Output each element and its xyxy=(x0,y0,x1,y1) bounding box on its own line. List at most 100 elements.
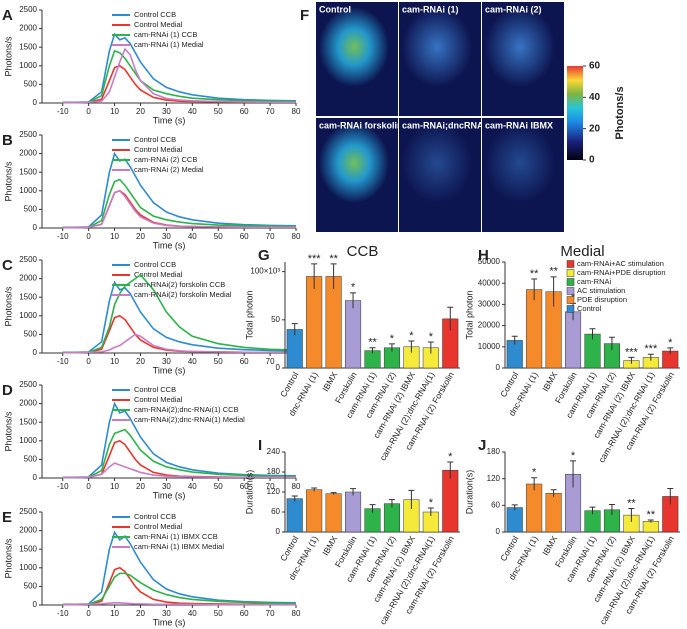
panel-label: G xyxy=(258,247,270,264)
legend-label: Control CCB xyxy=(134,135,176,144)
y-tick-label: 500 xyxy=(24,455,38,464)
legend-label: cam-RNAi(2) forskolin Medial xyxy=(134,290,232,299)
x-tick-label: 70 xyxy=(266,482,275,491)
error-bar xyxy=(667,347,674,355)
y-tick-label: 0 xyxy=(33,223,38,232)
error-bar xyxy=(427,341,434,354)
x-tick-label: IBMX xyxy=(540,534,559,557)
legend-label: PDE disruption xyxy=(577,295,627,304)
x-tick-label: 50 xyxy=(214,107,223,116)
data-line xyxy=(62,32,297,104)
y-tick-label: 2500 xyxy=(19,5,37,14)
data-line xyxy=(62,401,297,479)
y-tick-label: 2000 xyxy=(19,526,37,535)
significance: * xyxy=(351,282,356,294)
x-tick-label: 40 xyxy=(188,357,197,366)
data-line xyxy=(62,314,296,354)
image-label: cam-RNAi forskolin xyxy=(319,120,403,130)
y-axis-label: Photons/s xyxy=(3,36,13,77)
error-bar xyxy=(550,489,557,497)
x-tick-label: 50 xyxy=(214,232,223,241)
error-bar xyxy=(667,487,674,505)
error-bar xyxy=(388,343,395,352)
y-tick-label: 30000 xyxy=(478,300,501,309)
data-line xyxy=(62,151,297,229)
x-tick-label: 50 xyxy=(214,357,223,366)
image-signal xyxy=(402,123,472,203)
error-bar xyxy=(628,356,635,364)
y-tick-label: 0 xyxy=(496,363,501,372)
x-tick-label: 60 xyxy=(240,609,249,618)
y-tick-label: 2000 xyxy=(19,399,37,408)
error-bar xyxy=(589,328,596,340)
y-tick-label: 60 xyxy=(491,500,500,509)
data-line xyxy=(62,428,297,479)
significance: * xyxy=(429,497,434,509)
error-bar xyxy=(647,519,654,523)
legend-label: Control Medial xyxy=(134,20,183,29)
error-bar xyxy=(427,507,434,516)
error-bar xyxy=(511,335,518,345)
legend-swatch xyxy=(566,305,575,313)
legend-label: cam-RNAi (1) CCB xyxy=(134,30,197,39)
x-tick-label: -10 xyxy=(57,357,69,366)
error-bar xyxy=(647,353,654,361)
x-tick-label: -10 xyxy=(57,232,69,241)
error-bar xyxy=(311,487,318,492)
y-tick-label: 50 xyxy=(271,315,280,324)
x-axis-label: Time (s) xyxy=(153,115,186,125)
error-bar xyxy=(408,340,415,353)
legend-label: Control CCB xyxy=(134,385,176,394)
bar xyxy=(345,300,362,369)
error-bar xyxy=(291,495,298,502)
bar xyxy=(325,493,342,533)
panel-label: H xyxy=(478,247,489,264)
image-label: Control xyxy=(319,4,351,14)
colorbar-tick-label: 20 xyxy=(589,123,601,134)
bar xyxy=(545,493,562,533)
y-tick-label: 0 xyxy=(33,600,38,609)
x-tick-label: 60 xyxy=(240,107,249,116)
x-tick-label: 40 xyxy=(188,609,197,618)
bar xyxy=(345,491,362,533)
image-signal xyxy=(319,7,389,87)
panel-label: A xyxy=(2,7,13,24)
x-tick-label: 10 xyxy=(110,232,119,241)
error-bar xyxy=(369,504,376,513)
legend-label: Control CCB xyxy=(134,10,176,19)
legend-label: Control Medial xyxy=(134,145,183,154)
legend-label: cam-RNAi(2);dnc-RNAi(1) CCB xyxy=(134,405,239,414)
chart-title: Medial xyxy=(560,243,604,260)
y-tick-label: 500 xyxy=(24,205,38,214)
y-axis-label: Duration(s) xyxy=(464,470,474,515)
error-bar xyxy=(531,278,538,301)
colorbar-tick-label: 60 xyxy=(589,61,601,72)
legend-label: Control xyxy=(577,304,602,313)
significance: * xyxy=(429,331,434,343)
error-bar xyxy=(350,292,357,309)
y-axis-label: Photons/s xyxy=(3,411,13,452)
y-tick-label: 1000 xyxy=(19,311,37,320)
x-tick-label: 30 xyxy=(162,232,171,241)
y-tick-label: 0 xyxy=(276,527,281,536)
x-axis-label: Time (s) xyxy=(153,240,186,250)
x-tick-label: 0 xyxy=(86,107,91,116)
error-bar xyxy=(550,276,557,307)
legend-label: cam-RNAi+AC stimulation xyxy=(577,259,664,268)
image-label: cam-RNAi (2) xyxy=(485,4,542,14)
legend-label: Control CCB xyxy=(134,512,176,521)
legend-label: cam-RNAi(2);dnc-RNAi(1) Medial xyxy=(134,415,245,424)
significance: * xyxy=(668,337,673,349)
x-tick-label: 50 xyxy=(214,482,223,491)
y-axis-label: Photons/s xyxy=(3,538,13,579)
significance: * xyxy=(448,451,453,463)
data-line xyxy=(62,333,296,354)
y-tick-label: 1500 xyxy=(19,292,37,301)
error-bar xyxy=(291,323,298,336)
panel-label: E xyxy=(2,509,12,526)
significance: ** xyxy=(627,497,636,509)
x-tick-label: 30 xyxy=(162,609,171,618)
significance: * xyxy=(409,330,414,342)
legend-swatch xyxy=(566,269,575,277)
